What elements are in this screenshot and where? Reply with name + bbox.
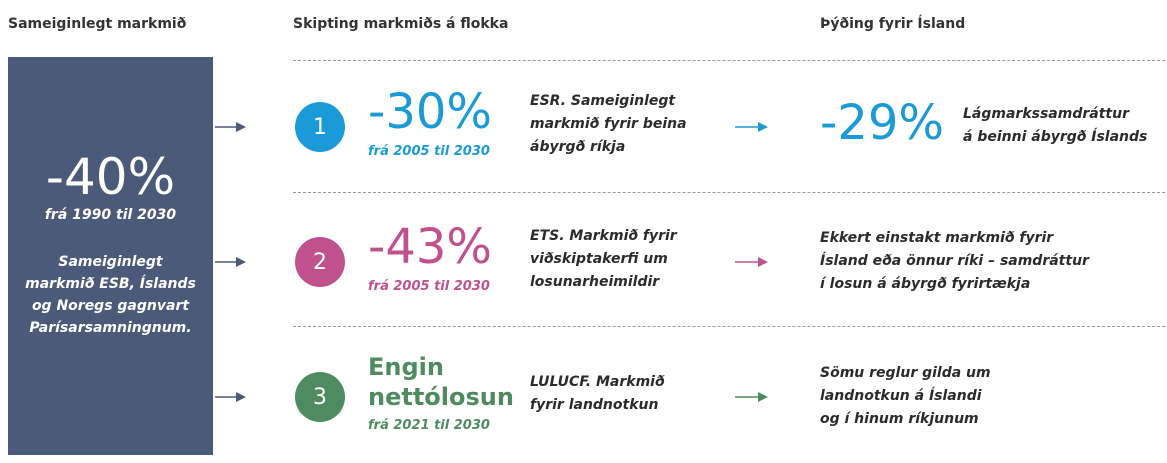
description-line: ábyrgð ríkja <box>530 138 626 155</box>
target-value: -43% <box>368 221 492 273</box>
description-line: ETS. Markmið fyrir <box>530 227 677 244</box>
divider <box>293 192 1165 193</box>
target-block: -43% frá 2005 til 2030 <box>368 190 492 324</box>
summary-text: Sameiginlegt markmið ESB, Íslands og Noreg… <box>8 251 213 339</box>
target-value-line: nettólosun <box>368 382 514 411</box>
target-value-line: -43% <box>368 218 493 275</box>
target-period: frá 2005 til 2030 <box>368 143 490 159</box>
target-period: frá 2021 til 2030 <box>368 417 490 433</box>
arrow <box>215 392 246 402</box>
description-line: losunarheimildir <box>530 273 660 290</box>
target-block: -30% frá 2005 til 2030 <box>368 55 492 189</box>
column-header: Þýðing fyrir Ísland <box>820 16 966 32</box>
impact-line: Sömu reglur gilda um <box>820 364 991 381</box>
divider <box>293 60 1165 61</box>
arrow <box>735 122 768 132</box>
target-value-line: Engin <box>368 352 444 381</box>
summary-box: -40% frá 1990 til 2030 Sameiginlegt markmið… <box>8 57 213 455</box>
impact: Lágmarkssamdráttur á beinni ábyrgð Ísland… <box>963 59 1147 193</box>
arrow <box>735 257 768 267</box>
target-value-line: -30% <box>368 83 493 140</box>
description-line: LULUCF. Markmið <box>530 374 665 390</box>
description-line: fyrir landnotkun <box>530 397 659 413</box>
description-line: ESR. Sameiginlegt <box>530 92 676 109</box>
description: ETS. Markmið fyrir viðskiptakerfi um losun… <box>530 192 677 326</box>
column-header: Sameiginlegt markmið <box>8 16 187 32</box>
arrow <box>215 122 246 132</box>
summary-period: frá 1990 til 2030 <box>44 207 177 223</box>
divider <box>293 326 1165 327</box>
impact-line: og í hinum ríkjunum <box>820 410 979 427</box>
target-value: -30% <box>368 86 492 138</box>
impact-line: Lágmarkssamdráttur <box>963 106 1129 122</box>
target-period: frá 2005 til 2030 <box>368 278 490 294</box>
target-block: Engin nettólosun frá 2021 til 2030 <box>368 325 514 459</box>
description: ESR. Sameiginlegt markmið fyrir beina ábyr… <box>530 57 687 191</box>
arrow <box>735 392 768 402</box>
description-line: viðskiptakerfi um <box>530 250 668 267</box>
column-header: Skipting markmiðs á flokka <box>293 16 509 32</box>
text-line: markmið ESB, Íslands <box>25 276 196 292</box>
text-line: Parísarsamningnum. <box>29 320 192 336</box>
step-circle: 3 <box>295 372 345 422</box>
arrow <box>215 257 246 267</box>
step-circle: 1 <box>295 102 345 152</box>
text-line: og Noregs gagnvart <box>31 298 190 314</box>
impact: Ekkert einstakt markmið fyrir Ísland eða … <box>820 194 1089 328</box>
text-line: Sameiginlegt <box>58 254 163 270</box>
step-circle: 2 <box>295 237 345 287</box>
impact-line: í losun á ábyrgð fyrirtækja <box>820 275 1031 292</box>
impact-line: á beinni ábyrgð Íslands <box>963 129 1148 145</box>
impact-line: Ísland eða önnur ríki – samdráttur <box>820 252 1089 269</box>
description-line: markmið fyrir beina <box>530 115 687 132</box>
description: LULUCF. Markmið fyrir landnotkun <box>530 327 665 461</box>
impact-line: landnotkun á Íslandi <box>820 387 982 404</box>
target-value: Engin nettólosun <box>368 352 514 412</box>
impact-value: -29% <box>820 95 945 151</box>
impact-line: Ekkert einstakt markmið fyrir <box>820 229 1054 246</box>
impact: Sömu reglur gilda um landnotkun á Íslandi… <box>820 329 991 463</box>
summary-value: -40% <box>45 148 176 206</box>
